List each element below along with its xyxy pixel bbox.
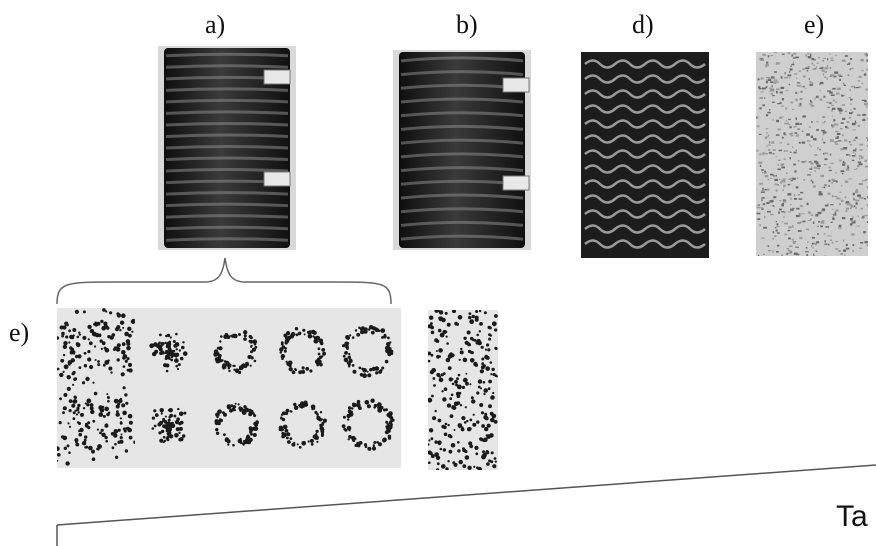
bracket-connector: [56, 257, 392, 305]
label-b: b): [456, 10, 478, 39]
cylinder-panel-d: [581, 52, 709, 258]
particle-panel-6: [428, 310, 498, 470]
label-d: d): [632, 10, 654, 39]
label-e-left: e): [9, 318, 30, 347]
particle-panel-2: [135, 308, 203, 468]
label-e-top: e): [804, 10, 825, 39]
particle-panel-1: [57, 308, 135, 468]
particle-panel-5: [335, 308, 401, 468]
label-a: a): [205, 10, 226, 39]
cylinder-panel-e-turbulent: [756, 52, 868, 256]
ta-axis-wedge: [56, 464, 876, 546]
cylinder-panel-a: [158, 46, 296, 250]
particle-panel-4: [269, 308, 335, 468]
cylinder-panel-b: [393, 50, 531, 250]
particle-panel-3: [203, 308, 269, 468]
axis-label-ta: Ta: [836, 500, 868, 533]
